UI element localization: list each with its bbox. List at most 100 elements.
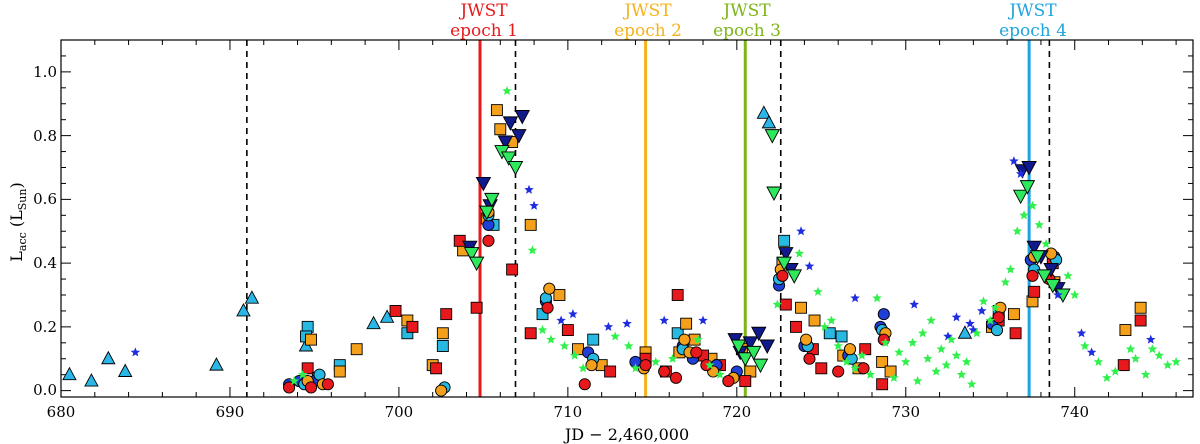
star-marker	[804, 261, 815, 271]
circle-marker	[1026, 269, 1039, 282]
star-marker	[578, 363, 588, 373]
square-marker	[436, 340, 449, 352]
star-marker	[865, 369, 876, 379]
square-marker	[430, 362, 443, 375]
circle-marker	[435, 384, 448, 397]
star-marker	[951, 350, 962, 360]
star-marker	[1012, 226, 1023, 236]
star-marker	[693, 334, 703, 344]
square-marker	[587, 333, 600, 346]
star-marker	[978, 296, 989, 306]
star-marker	[1076, 328, 1087, 338]
triangle-down-marker	[759, 339, 775, 354]
star-marker	[715, 369, 725, 379]
star-marker	[977, 305, 987, 315]
star-marker	[985, 315, 996, 325]
star-marker	[772, 299, 783, 309]
star-marker	[1147, 344, 1158, 354]
y-axis-label-unit-sub: Sun	[16, 189, 29, 211]
star-marker	[819, 321, 830, 331]
square-marker	[671, 327, 684, 340]
triangle-down-marker	[468, 256, 485, 272]
star-marker	[833, 341, 843, 351]
triangle-up-marker	[62, 366, 77, 381]
square-marker	[305, 333, 318, 346]
y-tick-label-0.0: 0.0	[33, 381, 57, 399]
star-marker	[961, 356, 972, 366]
triangle-down-marker	[463, 247, 480, 262]
square-marker	[524, 218, 537, 231]
y-tick-labels: 0.0 0.2 0.4 0.6 0.8 1.0	[33, 63, 57, 399]
square-marker	[1009, 327, 1022, 340]
circle-marker	[800, 333, 813, 346]
star-marker	[1171, 356, 1181, 366]
star-marker	[968, 325, 979, 335]
star-marker	[1027, 200, 1038, 210]
y-tick-label-0.2: 0.2	[33, 318, 57, 336]
triangle-down-marker	[497, 135, 514, 150]
star-marker	[1080, 341, 1090, 351]
data-markers	[62, 86, 1181, 397]
circle-marker	[690, 346, 703, 359]
star-marker	[1140, 369, 1151, 379]
x-tick-label-690: 690	[216, 403, 245, 421]
star-marker	[667, 353, 678, 363]
circle-marker	[639, 359, 652, 372]
star-marker	[946, 334, 957, 344]
square-marker	[494, 123, 507, 136]
x-tick-label-730: 730	[891, 403, 920, 421]
triangle-down-marker	[742, 336, 759, 351]
star-marker	[502, 86, 512, 96]
triangle-down-marker	[511, 129, 527, 144]
circle-marker	[990, 324, 1004, 337]
star-marker	[951, 312, 962, 322]
x-tick-label-710: 710	[554, 403, 583, 421]
circle-marker	[776, 269, 789, 282]
triangle-down-marker	[514, 110, 531, 125]
triangle-down-marker	[1045, 278, 1061, 294]
square-marker	[406, 320, 419, 333]
square-marker	[815, 362, 828, 375]
circle-marker	[543, 282, 556, 295]
triangle-down-marker	[766, 186, 782, 201]
star-marker	[1041, 239, 1051, 249]
series-triangle-down-green	[463, 129, 1071, 374]
triangle-up-marker	[101, 350, 116, 365]
star-marker	[857, 350, 867, 360]
triangle-down-marker	[1019, 180, 1036, 195]
y-axis-label-unit-open: (L	[7, 210, 26, 232]
x-tick-label-740: 740	[1060, 403, 1089, 421]
circle-marker	[992, 311, 1005, 324]
star-marker	[650, 356, 661, 366]
triangle-up-marker	[957, 325, 973, 339]
star-marker	[289, 376, 299, 386]
triangle-down-marker	[475, 176, 492, 192]
y-tick-label-0.4: 0.4	[33, 254, 57, 272]
square-marker	[680, 317, 693, 330]
y-axis-label-sub: acc	[16, 232, 29, 251]
star-marker	[880, 337, 891, 347]
circle-marker	[321, 378, 334, 391]
square-marker	[671, 289, 684, 301]
triangle-down-marker	[507, 161, 524, 176]
triangle-down-marker	[730, 339, 747, 354]
triangle-up-marker	[236, 302, 251, 317]
star-marker	[850, 363, 860, 373]
star-marker	[841, 356, 852, 366]
circle-marker	[877, 308, 890, 321]
star-marker	[941, 360, 952, 370]
square-marker	[795, 301, 807, 314]
square-marker	[823, 327, 836, 340]
star-marker	[889, 372, 899, 382]
square-marker	[1007, 308, 1020, 321]
square-marker	[440, 308, 453, 321]
star-marker	[610, 331, 620, 341]
circle-marker	[305, 381, 318, 394]
epoch-label-3-line2: epoch 3	[713, 21, 781, 41]
x-tick-labels: 680 690 700 710 720 730 740	[47, 403, 1089, 421]
square-marker	[1134, 314, 1147, 327]
square-marker	[333, 365, 346, 378]
square-marker	[739, 375, 752, 388]
y-axis-label-main: L	[7, 251, 26, 262]
